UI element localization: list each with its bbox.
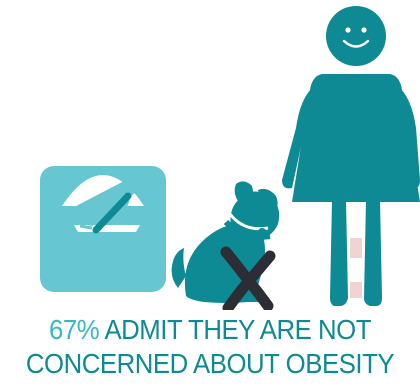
dog-icon (171, 181, 280, 303)
headline-line-1-text: ADMIT THEY ARE NOT (99, 314, 371, 345)
headline-line-1: 67% ADMIT THEY ARE NOT (17, 315, 403, 345)
illustration (40, 6, 420, 310)
headline-line-2: CONCERNED ABOUT OBESITY (25, 348, 395, 379)
woman-icon (282, 6, 420, 306)
scale-icon (40, 166, 166, 292)
cross-icon (220, 246, 276, 310)
headline-percent: 67% (48, 314, 100, 345)
